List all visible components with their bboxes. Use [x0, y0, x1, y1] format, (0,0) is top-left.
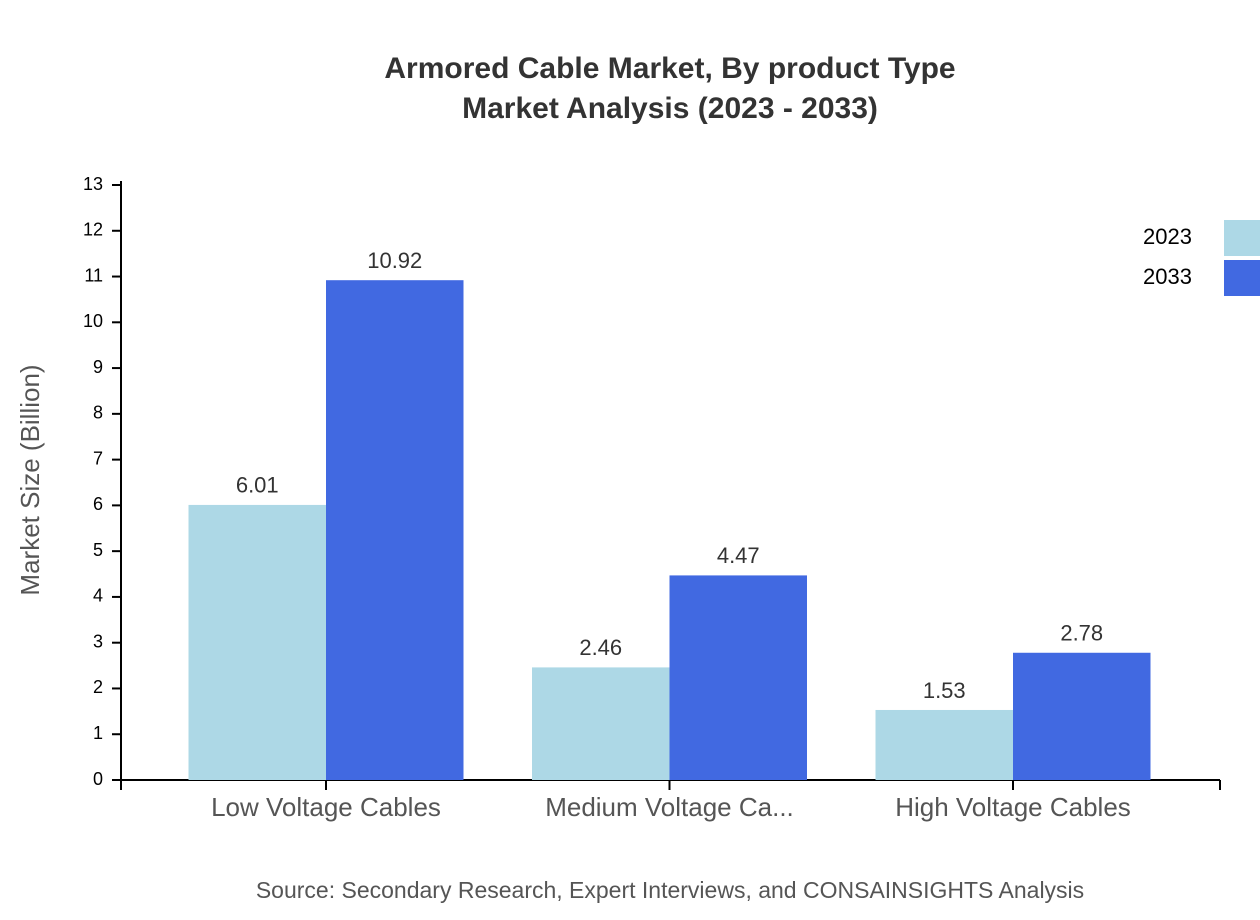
y-tick-label: 2	[93, 677, 103, 697]
value-label: 2.78	[1060, 621, 1103, 646]
bar	[532, 667, 670, 780]
bar	[188, 504, 326, 780]
legend-label: 2023	[1143, 224, 1192, 249]
source-note: Source: Secondary Research, Expert Inter…	[256, 877, 1084, 903]
value-label: 6.01	[236, 473, 279, 498]
legend-swatch	[1224, 220, 1260, 256]
y-tick-label: 7	[93, 448, 103, 468]
y-tick-label: 9	[93, 357, 103, 377]
y-tick-label: 10	[83, 311, 103, 331]
legend-label: 2033	[1143, 264, 1192, 289]
y-tick-label: 5	[93, 540, 103, 560]
value-label: 4.47	[717, 543, 760, 568]
bar	[875, 709, 1013, 780]
legend-swatch	[1224, 260, 1260, 296]
y-tick-label: 8	[93, 403, 103, 423]
chart-subtitle: Market Analysis (2023 - 2033)	[462, 92, 878, 125]
y-tick-label: 6	[93, 494, 103, 514]
y-tick-label: 13	[83, 174, 103, 194]
y-tick-label: 12	[83, 220, 103, 240]
bar	[326, 280, 464, 780]
y-tick-label: 11	[84, 265, 103, 285]
value-label: 2.46	[579, 635, 622, 660]
x-tick-label: Low Voltage Cables	[211, 792, 441, 822]
bar	[669, 575, 807, 780]
y-tick-label: 3	[93, 631, 103, 651]
y-axis-title: Market Size (Billion)	[15, 364, 45, 595]
x-tick-label: High Voltage Cables	[895, 792, 1131, 822]
y-tick-label: 4	[93, 586, 103, 606]
chart-title: Armored Cable Market, By product Type	[384, 52, 955, 85]
x-tick-label: Medium Voltage Ca...	[545, 792, 794, 822]
value-label: 10.92	[367, 248, 422, 273]
value-label: 1.53	[923, 678, 966, 703]
y-tick-label: 1	[93, 723, 103, 743]
y-tick-label: 0	[93, 769, 103, 789]
bar	[1013, 652, 1151, 780]
